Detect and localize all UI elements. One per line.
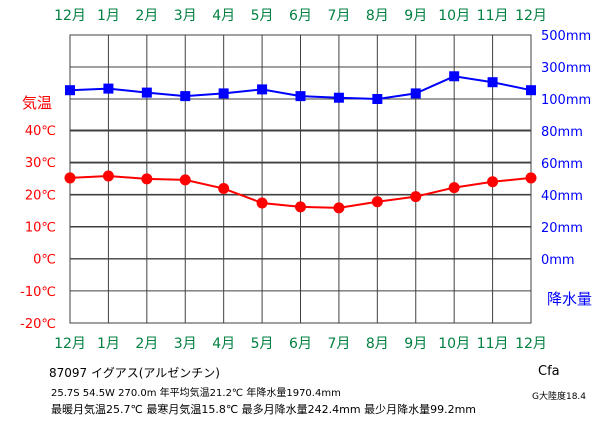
temperature-tick-label: -20℃ xyxy=(20,317,56,332)
month-label: 12月 xyxy=(54,8,86,24)
precipitation-tick-label: 100mm xyxy=(541,93,591,108)
month-label: 5月 xyxy=(251,336,274,352)
month-label: 9月 xyxy=(404,8,427,24)
temperature-point xyxy=(487,176,499,188)
month-label: 2月 xyxy=(135,8,158,24)
precipitation-series xyxy=(65,71,536,104)
temperature-point xyxy=(295,201,306,213)
month-label: 11月 xyxy=(477,336,509,352)
month-label: 11月 xyxy=(477,8,509,24)
month-label: 4月 xyxy=(212,336,235,352)
temperature-axis-title: 気温 xyxy=(22,94,52,112)
temperature-tick-label: -10℃ xyxy=(20,285,56,300)
precipitation-point xyxy=(526,85,536,96)
temperature-point xyxy=(179,174,191,186)
precipitation-axis-title: 降水量 xyxy=(547,290,592,308)
koppen-class: Cfa xyxy=(538,364,560,379)
temperature-tick-label: 20℃ xyxy=(25,188,56,203)
precipitation-point xyxy=(65,85,75,96)
precipitation-point xyxy=(103,83,114,94)
station-extremes: 最暖月気温25.7℃ 最寒月気温15.8℃ 最多月降水量242.4mm 最少月降… xyxy=(51,403,477,416)
precipitation-point xyxy=(449,71,460,82)
month-label: 8月 xyxy=(366,336,389,352)
month-label: 12月 xyxy=(54,336,86,352)
temperature-series xyxy=(64,170,537,214)
precipitation-tick-label: 500mm xyxy=(541,29,591,44)
precipitation-point xyxy=(257,84,268,95)
temperature-point xyxy=(525,172,537,184)
precipitation-tick-label: 20mm xyxy=(541,221,583,236)
month-label: 8月 xyxy=(366,8,389,24)
precipitation-point xyxy=(180,91,191,102)
month-label: 2月 xyxy=(135,336,158,352)
station-name: 87097 イグアス(アルゼンチン) xyxy=(49,366,220,380)
month-labels-bottom: 12月 1月 2月 3月 4月 5月 6月 7月 8月 9月 10月 11月 12月 xyxy=(54,336,547,352)
precipitation-point xyxy=(141,87,152,98)
temperature-point xyxy=(448,182,460,194)
precipitation-point xyxy=(410,88,421,99)
grid-lines xyxy=(69,34,532,324)
temperature-tick-label: 0℃ xyxy=(33,253,56,268)
continentality-index: G大陸度18.4 xyxy=(532,392,587,402)
precipitation-axis: 0mm 20mm 40mm 60mm 80mm 100mm 300mm 500mm 降水量 xyxy=(541,29,592,308)
month-label: 3月 xyxy=(174,336,197,352)
month-label: 6月 xyxy=(289,336,312,352)
precipitation-tick-label: 40mm xyxy=(541,189,583,204)
month-label: 12月 xyxy=(515,8,547,24)
precipitation-tick-label: 60mm xyxy=(541,157,583,172)
month-label: 6月 xyxy=(289,8,312,24)
precipitation-point xyxy=(295,91,306,102)
month-label: 5月 xyxy=(251,8,274,24)
precipitation-tick-label: 0mm xyxy=(541,253,575,268)
precipitation-tick-label: 80mm xyxy=(541,125,583,140)
month-label: 7月 xyxy=(327,8,350,24)
month-label: 9月 xyxy=(404,336,427,352)
temperature-point xyxy=(371,196,383,208)
station-summary: 25.7S 54.5W 270.0m 年平均気温21.2℃ 年降水量1970.4… xyxy=(51,388,341,399)
temperature-point xyxy=(410,191,422,203)
temperature-point xyxy=(256,197,268,209)
temperature-tick-label: 30℃ xyxy=(25,156,56,171)
temperature-point xyxy=(333,202,345,214)
temperature-point xyxy=(64,172,76,184)
temperature-tick-label: 40℃ xyxy=(25,124,56,139)
month-label: 1月 xyxy=(97,336,120,352)
temperature-axis: -20℃ -10℃ 0℃ 10℃ 20℃ 30℃ 40℃ 気温 xyxy=(20,94,56,332)
month-label: 7月 xyxy=(327,336,350,352)
month-label: 3月 xyxy=(174,8,197,24)
temperature-point xyxy=(218,183,230,195)
precipitation-point xyxy=(218,88,229,99)
temperature-tick-label: 10℃ xyxy=(25,221,56,236)
precipitation-point xyxy=(333,92,344,103)
month-labels-top: 12月 1月 2月 3月 4月 5月 6月 7月 8月 9月 10月 11月 12月 xyxy=(54,8,547,24)
month-label: 4月 xyxy=(212,8,235,24)
month-label: 10月 xyxy=(438,8,470,24)
precipitation-point xyxy=(372,94,383,104)
month-label: 10月 xyxy=(438,336,470,352)
month-label: 1月 xyxy=(97,8,120,24)
precipitation-tick-label: 300mm xyxy=(541,61,591,76)
temperature-point xyxy=(141,173,153,185)
temperature-point xyxy=(102,170,114,182)
precipitation-point xyxy=(487,77,498,88)
month-label: 12月 xyxy=(515,336,547,352)
